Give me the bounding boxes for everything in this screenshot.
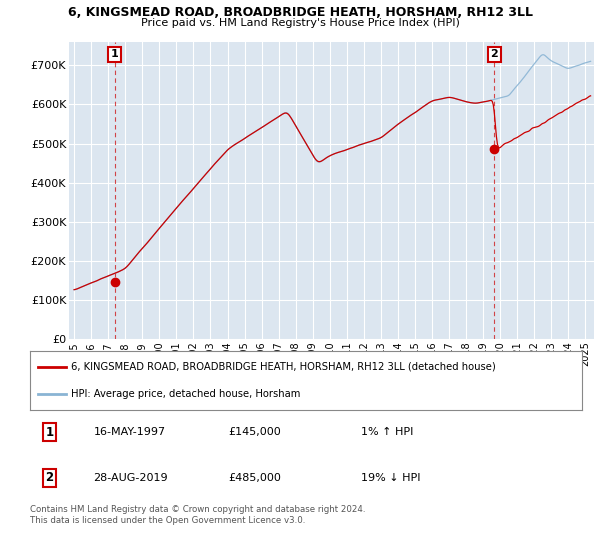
Text: 6, KINGSMEAD ROAD, BROADBRIDGE HEATH, HORSHAM, RH12 3LL: 6, KINGSMEAD ROAD, BROADBRIDGE HEATH, HO… bbox=[67, 6, 533, 18]
Text: 16-MAY-1997: 16-MAY-1997 bbox=[94, 427, 166, 437]
Text: 28-AUG-2019: 28-AUG-2019 bbox=[94, 473, 168, 483]
Text: 2: 2 bbox=[491, 49, 499, 59]
Text: 1: 1 bbox=[45, 426, 53, 439]
Text: HPI: Average price, detached house, Horsham: HPI: Average price, detached house, Hors… bbox=[71, 389, 301, 399]
Text: 19% ↓ HPI: 19% ↓ HPI bbox=[361, 473, 421, 483]
Text: 6, KINGSMEAD ROAD, BROADBRIDGE HEATH, HORSHAM, RH12 3LL (detached house): 6, KINGSMEAD ROAD, BROADBRIDGE HEATH, HO… bbox=[71, 362, 496, 372]
Text: £485,000: £485,000 bbox=[229, 473, 281, 483]
Text: Price paid vs. HM Land Registry's House Price Index (HPI): Price paid vs. HM Land Registry's House … bbox=[140, 18, 460, 28]
Text: 2: 2 bbox=[45, 471, 53, 484]
Text: 1% ↑ HPI: 1% ↑ HPI bbox=[361, 427, 413, 437]
Text: £145,000: £145,000 bbox=[229, 427, 281, 437]
Text: Contains HM Land Registry data © Crown copyright and database right 2024.
This d: Contains HM Land Registry data © Crown c… bbox=[30, 505, 365, 525]
Text: 1: 1 bbox=[110, 49, 118, 59]
